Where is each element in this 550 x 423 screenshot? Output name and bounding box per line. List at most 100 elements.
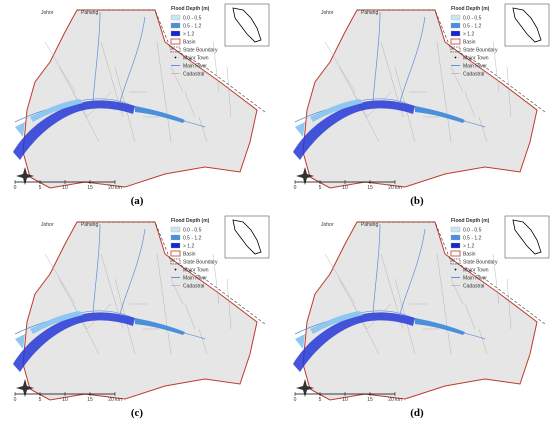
- scale-label: 15: [367, 397, 373, 403]
- map-panel: Johor Pahang Flood Depth (m) 0.0 - 0.5 0.5 -…: [293, 215, 550, 419]
- legend-item: 0.5 - 1.2: [450, 22, 482, 30]
- scale-label: 0: [294, 397, 297, 403]
- inset-frame: [224, 3, 270, 47]
- legend-title: Flood Depth (m): [451, 6, 490, 12]
- cadastral: [198, 328, 208, 355]
- legend-swatch: [450, 46, 461, 53]
- cadastral: [492, 41, 500, 93]
- legend-item: Major Town: [454, 268, 489, 274]
- state-label: Pahang: [81, 10, 98, 16]
- flood-area: [295, 99, 363, 137]
- legend-item: 0.5 - 1.2: [170, 22, 202, 30]
- legend-label: Basin: [183, 40, 196, 46]
- legend-label: Major Town: [463, 268, 489, 274]
- scale-label: 15: [87, 185, 93, 191]
- legend-label: 0.0 - 0.5: [183, 228, 202, 234]
- scale-label: 10: [62, 185, 68, 191]
- legend-title: Flood Depth (m): [451, 218, 490, 224]
- legend-label: Major Town: [183, 268, 209, 274]
- north-arrow: [296, 379, 314, 397]
- flood-area: [15, 99, 83, 137]
- flood-area: [13, 100, 135, 160]
- cadastral: [226, 66, 232, 118]
- cadastral: [44, 41, 76, 93]
- legend-item: State Boundary: [450, 46, 498, 54]
- legend-swatch: [170, 242, 181, 249]
- legend-label: Major Town: [183, 56, 209, 62]
- scale-label: 20 km: [108, 185, 122, 191]
- legend-label: > 1.2: [183, 32, 194, 38]
- legend-item: Cadastral: [451, 284, 484, 290]
- cadastral: [212, 41, 220, 93]
- legend-label: Main River: [183, 276, 207, 282]
- cadastral: [198, 116, 208, 143]
- legend-swatch: [170, 30, 181, 37]
- legend-label: 0.5 - 1.2: [183, 24, 202, 30]
- legend-swatch: [170, 38, 181, 45]
- legend-swatch: [170, 14, 181, 21]
- legend-label: Cadastral: [463, 284, 484, 290]
- legend-swatch: [454, 56, 457, 59]
- basin: [22, 9, 258, 189]
- cadastral: [156, 253, 172, 355]
- cadastral: [324, 41, 356, 93]
- legend-item: Basin: [170, 38, 196, 46]
- basin: [302, 9, 538, 189]
- legend-label: Cadastral: [463, 72, 484, 78]
- legend-item: Major Town: [174, 268, 209, 274]
- cadastral: [436, 41, 452, 143]
- legend-swatch: [450, 14, 461, 21]
- legend-swatch: [174, 56, 177, 59]
- legend-item: Major Town: [174, 56, 209, 62]
- cadastral: [464, 91, 476, 118]
- legend-label: 0.0 - 0.5: [463, 16, 482, 22]
- state-boundary: [357, 9, 546, 113]
- scale-label: 10: [342, 397, 348, 403]
- panel-label: (d): [410, 407, 424, 419]
- north-arrow: [16, 167, 34, 185]
- legend-swatch: [450, 30, 461, 37]
- legend-item: Basin: [450, 38, 476, 46]
- legend-swatch: [450, 38, 461, 45]
- state-boundary: [77, 9, 266, 113]
- legend-swatch: [170, 258, 181, 265]
- cadastral: [464, 303, 476, 330]
- legend-swatch: [174, 268, 177, 271]
- flood-area: [135, 318, 185, 335]
- legend-item: > 1.2: [170, 242, 194, 250]
- inset-map: [512, 219, 542, 255]
- legend-swatch: [170, 226, 181, 233]
- cadastral: [450, 66, 464, 93]
- legend-swatch: [450, 226, 461, 233]
- cadastral: [170, 66, 184, 93]
- legend-item: 0.5 - 1.2: [170, 234, 202, 242]
- flood-area: [293, 100, 415, 160]
- legend-label: > 1.2: [463, 244, 474, 250]
- legend-label: 0.5 - 1.2: [463, 236, 482, 242]
- legend-label: Main River: [183, 64, 207, 70]
- map-panel: Johor Pahang Flood Depth (m) 0.0 - 0.5 0.5 -…: [13, 215, 270, 419]
- panel-label: (c): [131, 407, 144, 419]
- legend-item: > 1.2: [170, 30, 194, 38]
- legend-item: State Boundary: [450, 258, 498, 266]
- cadastral: [506, 278, 512, 330]
- legend-label: Major Town: [463, 56, 489, 62]
- legend-item: Cadastral: [171, 72, 204, 78]
- cadastral: [212, 253, 220, 305]
- legend-item: Main River: [451, 64, 487, 70]
- legend-label: 0.5 - 1.2: [183, 236, 202, 242]
- legend-item: Basin: [450, 250, 476, 258]
- flood-area: [295, 311, 363, 349]
- legend-label: State Boundary: [463, 48, 498, 54]
- legend-label: Cadastral: [183, 284, 204, 290]
- cadastral: [450, 278, 464, 305]
- scale-label: 5: [39, 185, 42, 191]
- legend-item: > 1.2: [450, 242, 474, 250]
- legend-label: 0.5 - 1.2: [463, 24, 482, 30]
- state-label: Johor: [41, 10, 54, 16]
- legend-title: Flood Depth (m): [171, 218, 210, 224]
- legend-label: Basin: [183, 252, 196, 258]
- legend-swatch: [450, 250, 461, 257]
- cadastral: [478, 328, 488, 355]
